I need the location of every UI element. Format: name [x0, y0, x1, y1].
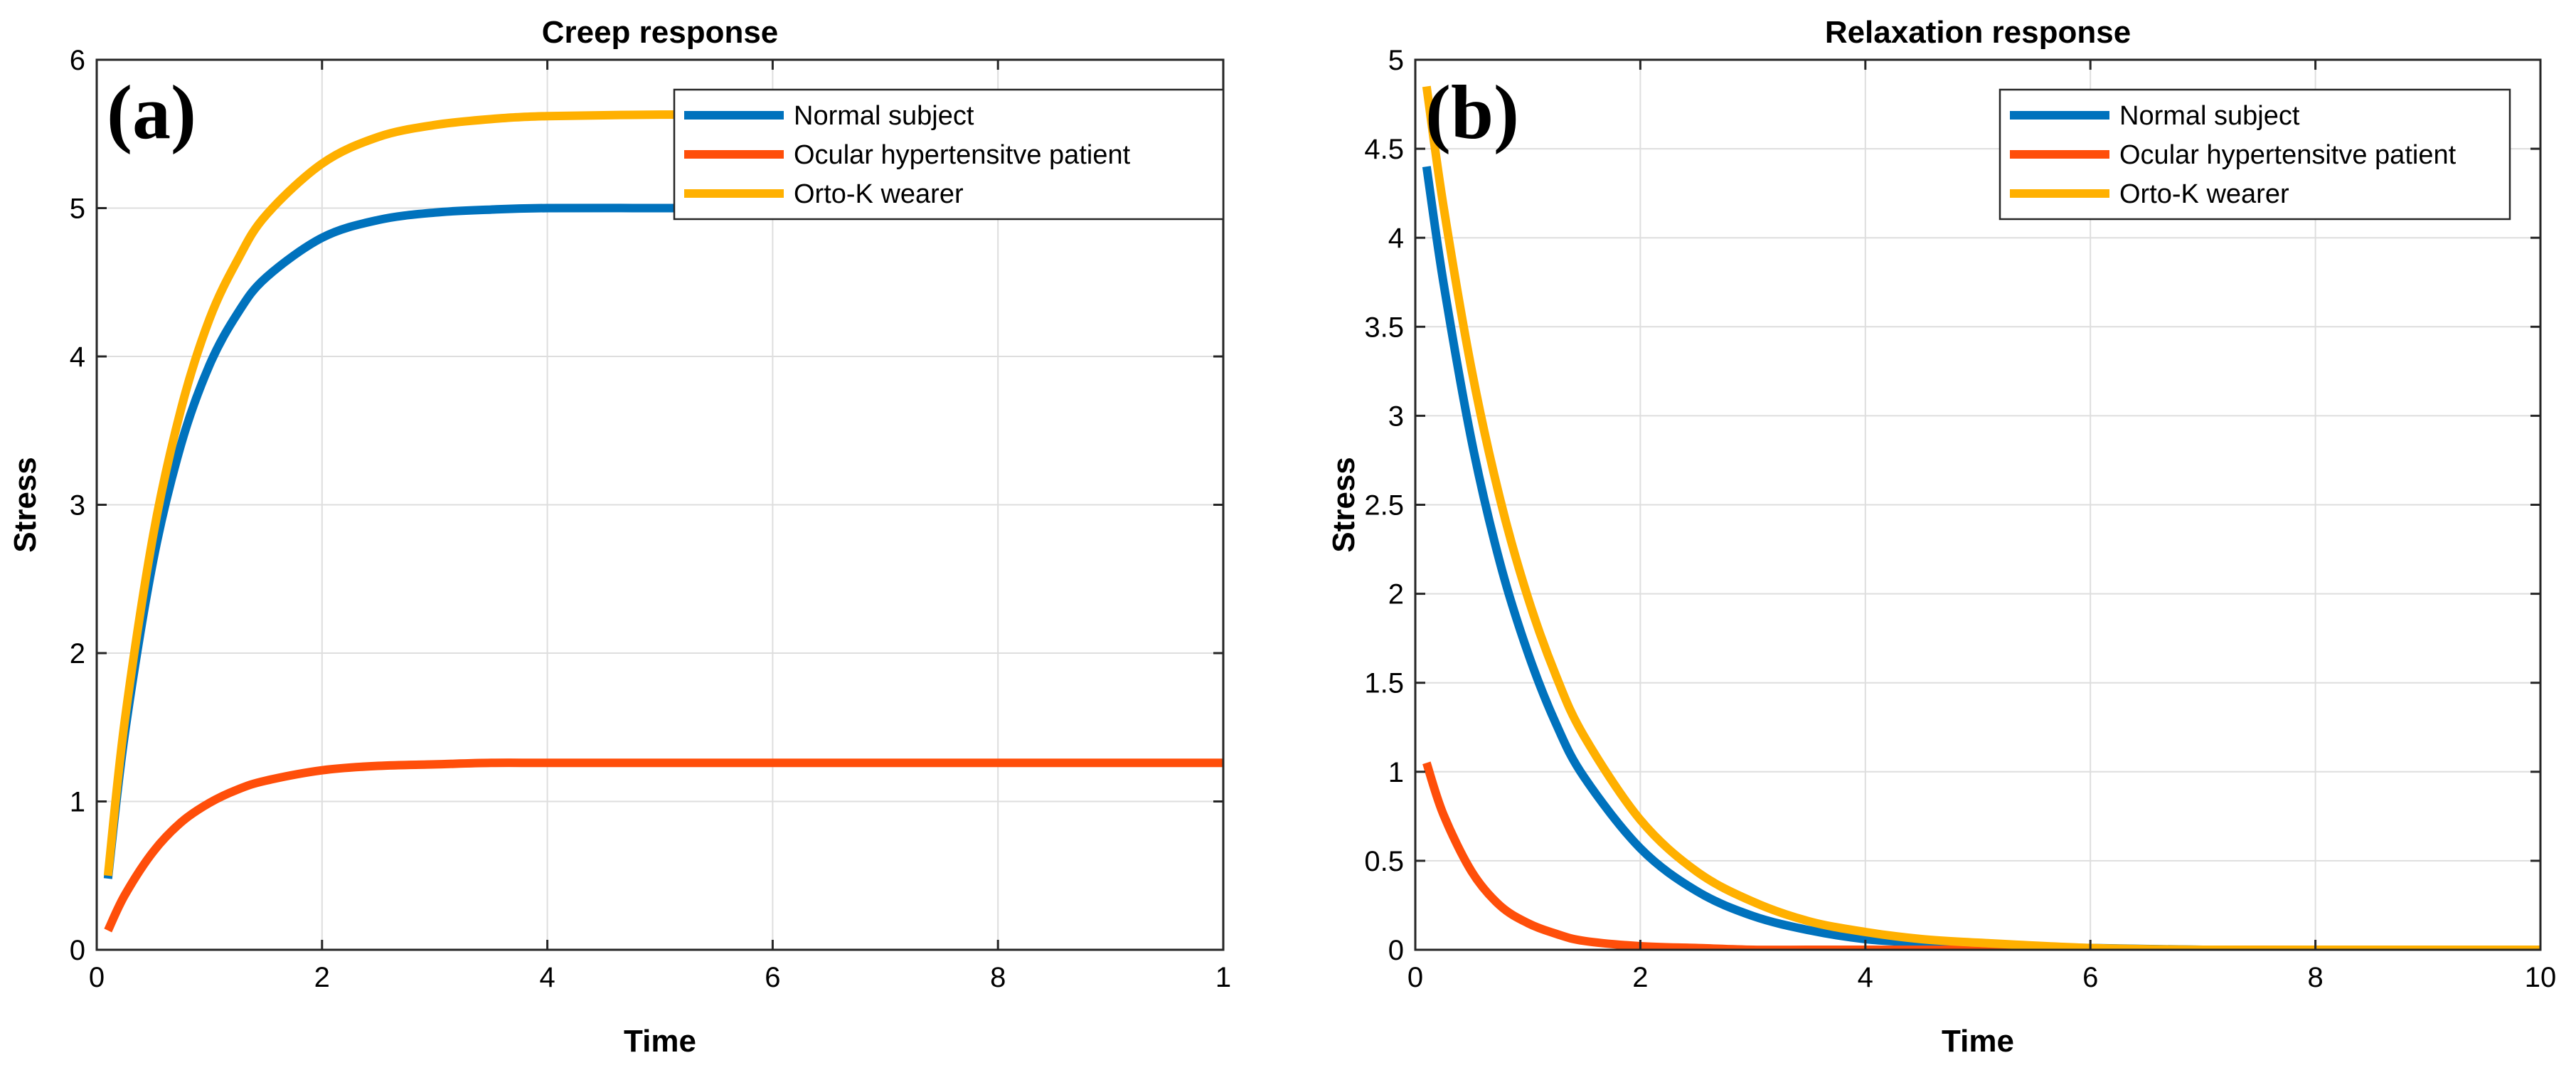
series-line-ocular-hypertensitve-patient — [104, 758, 1223, 933]
x-tick-label: 4 — [539, 962, 555, 993]
series-line-normal-subject — [1422, 166, 2540, 950]
legend: Normal subject Ocular hypertensitve patie… — [1998, 88, 2511, 221]
y-tick-label: 4 — [70, 341, 85, 373]
x-tick-label: 4 — [1858, 962, 1873, 993]
legend-entry-label: Normal subject — [2119, 101, 2300, 131]
chart-title: Relaxation response — [1825, 15, 2131, 50]
y-tick-label: 0.5 — [1364, 846, 1404, 877]
y-tick-label: 3 — [70, 490, 85, 521]
x-tick-label: 2 — [314, 962, 330, 993]
y-tick-label: 5 — [1388, 45, 1404, 76]
y-tick-label: 2 — [1388, 579, 1404, 610]
series-line-orto-k-wearer — [1422, 85, 2540, 950]
x-axis-label: Time — [1942, 1024, 2014, 1059]
y-tick-label: 1 — [70, 787, 85, 818]
panel-label: (a) — [107, 70, 196, 155]
chart-title: Creep response — [542, 15, 779, 50]
x-tick-label: 0 — [89, 962, 105, 993]
x-tick-label: 10 — [2525, 962, 2557, 993]
x-axis-label: Time — [624, 1024, 696, 1059]
series-line-ocular-hypertensitve-patient — [1422, 761, 2540, 950]
y-tick-label: 2.5 — [1364, 490, 1404, 521]
y-axis-label: Stress — [1326, 457, 1361, 553]
y-tick-label: 5 — [70, 194, 85, 225]
chart-panel-b: 0 2 4 6 8 10 0 0.5 1 1.5 2 2.5 3 3.5 4 4.5 5 Relaxation r… — [1326, 15, 2556, 1059]
series-group — [1422, 85, 2540, 950]
y-tick-label: 3.5 — [1364, 312, 1404, 343]
y-tick-label: 2 — [70, 638, 85, 669]
y-tick-label: 4.5 — [1364, 134, 1404, 165]
x-tick-label: 2 — [1632, 962, 1648, 993]
legend-entry-label: Orto-K wearer — [794, 179, 964, 209]
x-tick-label: 8 — [2307, 962, 2323, 993]
y-axis-label: Stress — [8, 457, 43, 553]
y-tick-label: 0 — [1388, 935, 1404, 966]
x-tick-label: 6 — [2082, 962, 2098, 993]
panel-label: (b) — [1425, 70, 1519, 155]
x-tick-label: 1 — [1215, 962, 1231, 993]
x-tick-label: 6 — [765, 962, 780, 993]
y-tick-label: 3 — [1388, 401, 1404, 432]
legend: Normal subject Ocular hypertensitve patie… — [673, 88, 1225, 221]
x-tick-label: 0 — [1407, 962, 1423, 993]
y-tick-label: 6 — [70, 45, 85, 76]
legend-entry-label: Normal subject — [794, 101, 974, 131]
legend-entry-label: Ocular hypertensitve patient — [2119, 140, 2457, 170]
y-tick-label: 4 — [1388, 223, 1404, 254]
y-tick-label: 1 — [1388, 757, 1404, 788]
x-tick-label: 8 — [990, 962, 1006, 993]
y-tick-label: 0 — [70, 935, 85, 966]
legend-entry-label: Orto-K wearer — [2119, 179, 2289, 209]
legend-entry-label: Ocular hypertensitve patient — [794, 140, 1131, 170]
y-tick-label: 1.5 — [1364, 668, 1404, 699]
